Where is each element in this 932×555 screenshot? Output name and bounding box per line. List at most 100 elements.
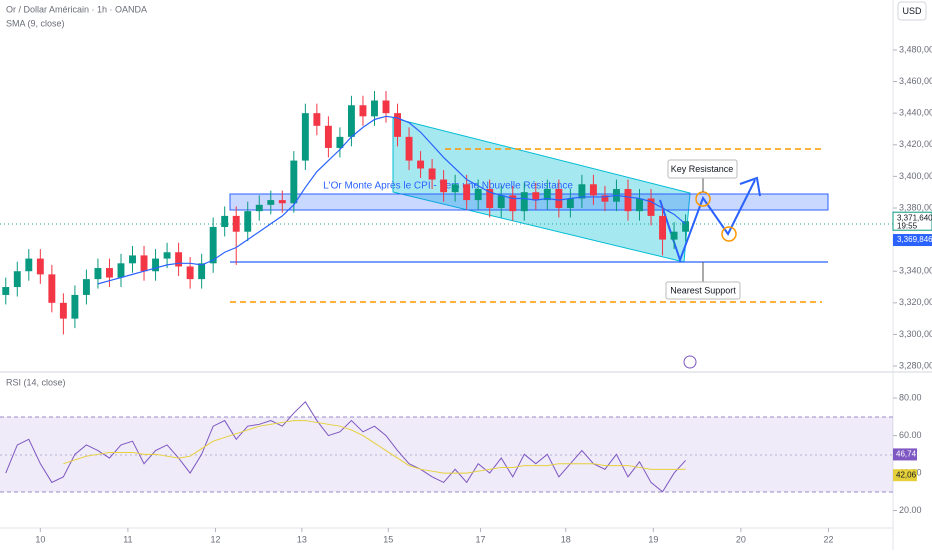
candle-body (278, 200, 286, 204)
candle-body (324, 125, 332, 148)
candle-body (589, 184, 597, 196)
candle-body (647, 198, 655, 216)
countdown: 19:55 (897, 221, 918, 230)
x-tick-label: 19 (648, 534, 658, 544)
x-tick-label: 15 (383, 534, 393, 544)
candle-body (117, 263, 125, 278)
currency-box[interactable] (897, 1, 927, 21)
price-tag (892, 211, 932, 231)
x-tick-label: 22 (823, 534, 833, 544)
rsi-line (5, 401, 686, 493)
candle-body (244, 211, 252, 232)
marker (721, 226, 737, 242)
y-tick-label: 3,300,000 (899, 329, 932, 339)
x-tick-label: 12 (210, 534, 220, 544)
marks (2, 91, 690, 493)
sma-tag (893, 234, 932, 247)
candle-body (2, 287, 10, 295)
resistance-label: Key Resistance (671, 164, 734, 174)
callout-box (667, 159, 738, 179)
x-tick-label: 17 (475, 534, 485, 544)
candle-body (624, 189, 632, 212)
candle-body (82, 279, 90, 295)
candle-body (313, 113, 321, 126)
y-tick-label: 3,320,000 (899, 297, 932, 307)
value-tag (893, 469, 917, 482)
candle-body (509, 195, 517, 212)
sma-line (97, 115, 686, 285)
candle-body (13, 271, 21, 288)
candle-body (463, 184, 471, 201)
x-tick-label: 10 (35, 534, 45, 544)
candle-body (25, 258, 33, 272)
y-tick-label: 3,340,000 (899, 266, 932, 276)
value-label: 46,74 (896, 450, 917, 459)
candle-body (152, 258, 160, 272)
projection-arrow (739, 176, 761, 197)
candle-body (417, 160, 425, 169)
candle-body (301, 113, 309, 161)
candle-body (106, 268, 113, 278)
candle-body (129, 255, 136, 264)
y-tick-label: 3,380,000 (899, 202, 932, 212)
price-label: 3,371,640 (897, 213, 932, 222)
candle-body (71, 294, 79, 319)
projection (659, 179, 756, 264)
symbol-title: Or / Dollar Américain · 1h · OANDA (6, 4, 147, 14)
x-tick-label: 18 (561, 534, 571, 544)
candle-body (347, 105, 355, 137)
candle-body (336, 136, 344, 148)
candle-body (451, 184, 459, 193)
candle-body (290, 160, 298, 204)
event-icon (683, 355, 697, 369)
candle-body (440, 179, 448, 193)
candle-body (221, 215, 229, 227)
candle-body (371, 100, 378, 117)
callout-box (665, 281, 741, 300)
candle-body (48, 274, 56, 303)
y-tick-label: 3,420,000 (899, 139, 932, 149)
sma-label: 3,369,846 (897, 235, 932, 244)
indicator-title: SMA (9, close) (6, 18, 65, 28)
currency: USD (902, 6, 922, 16)
candle-body (163, 252, 171, 259)
annotation: L'Or Monte Après le CPI - Vers une Nouve… (323, 181, 573, 192)
x-tick-label: 13 (297, 534, 307, 544)
candle-body (532, 192, 540, 201)
candle-body (555, 189, 563, 208)
candle-body (682, 221, 690, 232)
x-tick-label: 20 (736, 534, 746, 544)
candle-body (578, 184, 586, 199)
resistance-zone (229, 193, 829, 211)
y-tick-label: 3,480,000 (899, 44, 932, 54)
rsi-line (63, 420, 686, 474)
value-label: 42,06 (896, 470, 917, 479)
candle-body (140, 255, 148, 272)
candle-body (59, 302, 67, 319)
candle-body (474, 189, 482, 201)
y-tick-label: 3,280,000 (899, 360, 932, 370)
support-label: Nearest Support (670, 285, 736, 295)
candle-body (497, 195, 505, 208)
axes: 3,280,000 3,300,000 3,320,000 3,340,000 3,38… (35, 44, 932, 544)
candle-body (486, 189, 494, 208)
candle-body (601, 195, 609, 202)
candle-body (255, 204, 263, 212)
candle-body (520, 192, 528, 212)
candle-body (94, 268, 102, 280)
candle-body (394, 113, 401, 137)
candle-body (198, 263, 206, 280)
candle-body (543, 189, 551, 201)
y-tick-label: 20.00 (899, 505, 922, 515)
y-tick-label: 3,400,000 (899, 171, 932, 181)
candle-body (659, 215, 667, 240)
candle-body (359, 105, 367, 117)
candle-body (175, 252, 183, 267)
candle-body (566, 198, 574, 208)
y-tick-label: 80.00 (899, 392, 922, 402)
rsi-title: RSI (14, close) (6, 377, 66, 387)
candle-body (186, 266, 194, 280)
candle-body (428, 168, 436, 180)
y-tick-label: 60.00 (899, 430, 922, 440)
